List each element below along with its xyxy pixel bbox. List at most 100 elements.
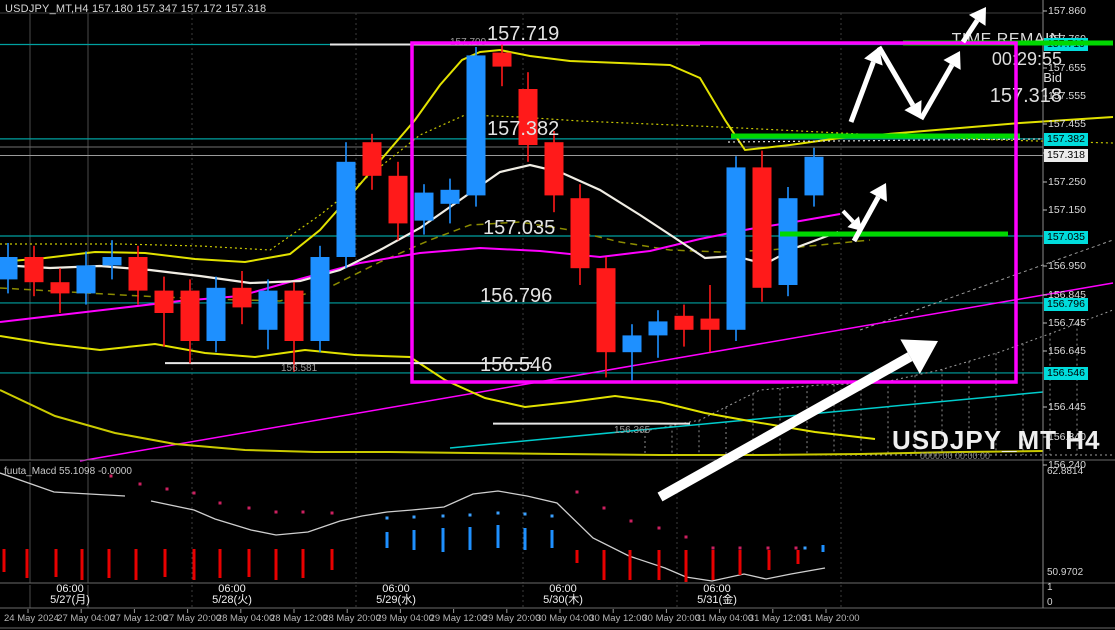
dotted-yellow-ma <box>0 114 1114 251</box>
axis-tick-label: 157.655 <box>1048 62 1086 74</box>
axis-tick-label: 157.150 <box>1048 204 1086 216</box>
candle-bear <box>154 290 174 313</box>
axis-tick-label: 156.340 <box>1048 431 1086 443</box>
time-axis-label: 27 May 04:00 <box>57 613 115 624</box>
axis-price-tag: 157.719 <box>1044 38 1088 51</box>
price-level-small-label: 156.581 <box>281 363 318 374</box>
candle-bear <box>674 315 694 330</box>
magenta-trendline <box>79 282 1114 462</box>
time-axis-label: 29 May 12:00 <box>429 613 488 624</box>
macd-dot-pink <box>330 511 334 515</box>
axis-tick-label: 157.355 <box>1048 147 1086 159</box>
white-arrow-head <box>869 183 887 202</box>
indicator-scale-max: 62.8814 <box>1047 466 1084 477</box>
candle-bull <box>726 167 746 330</box>
macd-dot-blue <box>441 514 445 518</box>
macd-line <box>0 472 126 497</box>
price-level-label: 157.382 <box>487 118 560 140</box>
candle-bull <box>206 287 226 341</box>
white-arrow-head <box>847 216 862 231</box>
macd-dot-pink <box>109 474 113 478</box>
time-axis-label: 28 May 20:00 <box>323 613 381 624</box>
macd-dot-blue <box>803 546 807 550</box>
axis-tick-label: 156.845 <box>1048 289 1086 301</box>
white-arrow <box>657 352 913 502</box>
time-remain-label: TIME REMAIN <box>951 31 1062 48</box>
axis-tick-label: 156.445 <box>1048 401 1086 413</box>
price-level-label: 157.719 <box>487 23 560 45</box>
candle-bear <box>570 198 590 269</box>
time-axis-label: 31 May 20:00 <box>802 613 860 624</box>
time-axis-label: 28 May 04:00 <box>216 613 275 624</box>
macd-dot-pink <box>247 506 251 510</box>
macd-dot-blue <box>496 511 500 515</box>
white-arrow <box>841 209 855 224</box>
macd-line <box>150 490 826 582</box>
axis-price-tag: 156.546 <box>1044 367 1088 380</box>
candle-bear <box>596 268 616 353</box>
candle-bear <box>128 257 148 291</box>
candle-bull <box>440 189 460 204</box>
macd-dot-blue <box>385 516 389 520</box>
macd-dot-pink <box>794 546 798 550</box>
axis-tick-label: 156.950 <box>1048 260 1086 272</box>
day-session-label: 06:00 5/30(木) <box>543 583 583 606</box>
white-arrow-head <box>943 51 961 70</box>
macd-dot-blue <box>523 512 527 516</box>
candle-bull <box>466 55 486 196</box>
macd-dot-pink <box>575 490 579 494</box>
day-session-label: 06:00 5/31(金) <box>697 583 737 606</box>
macd-dot-pink <box>766 546 770 550</box>
axis-tick-label: 156.745 <box>1048 317 1086 329</box>
white-arrow-head <box>864 47 883 66</box>
candle-bear <box>24 257 44 283</box>
subwindow-scale-max: 1 <box>1047 582 1053 593</box>
time-axis-label: 30 May 20:00 <box>642 613 700 624</box>
candle-bull <box>804 156 824 196</box>
cyan-trendline <box>449 391 1044 449</box>
macd-dot-blue <box>412 515 416 519</box>
axis-tick-label: 157.555 <box>1048 90 1086 102</box>
macd-dot-pink <box>138 482 142 486</box>
day-session-label: 06:00 5/29(水) <box>376 583 416 606</box>
axis-price-tag: 157.318 <box>1044 149 1088 162</box>
candle-bull <box>76 265 96 294</box>
magenta-ma <box>0 213 841 323</box>
axis-price-tag: 156.796 <box>1044 298 1088 311</box>
dotted-white-ma <box>727 138 1044 143</box>
candle-bear <box>544 142 564 196</box>
time-axis-label: 30 May 12:00 <box>589 613 647 624</box>
candle-bull <box>414 192 434 221</box>
macd-dot-pink <box>192 491 196 495</box>
macd-dot-pink <box>711 546 715 550</box>
time-axis-label: 29 May 20:00 <box>482 613 541 624</box>
white-arrow <box>960 18 980 44</box>
candles <box>0 44 824 383</box>
macd-dot-pink <box>629 519 633 523</box>
candle-bear <box>232 287 252 308</box>
axis-tick-label: 156.240 <box>1048 459 1086 471</box>
indicator-label: fuuta_Macd 55.1098 -0.0000 <box>4 466 132 477</box>
symbol-watermark: USDJPY_MT H4 <box>892 425 1101 455</box>
axis-tick-label: 157.760 <box>1048 33 1086 45</box>
macd-dot-blue <box>468 513 472 517</box>
white-arrow-head <box>904 100 922 119</box>
candle-bear <box>284 290 304 341</box>
price-level-small-label: 156.365 <box>614 425 651 436</box>
candle-countdown: 00:29:55 <box>991 49 1062 69</box>
candle-bull <box>622 335 642 353</box>
candle-bull <box>648 321 668 336</box>
white-arrow <box>918 63 955 121</box>
axis-price-tag: 157.035 <box>1044 231 1088 244</box>
bid-label: Bid <box>1043 70 1062 85</box>
candle-bull <box>258 290 278 330</box>
white-arrow <box>851 195 881 243</box>
chart-ohlc-title: USDJPY_MT,H4 157.180 157.347 157.172 157… <box>5 3 267 15</box>
macd-dot-pink <box>602 506 606 510</box>
price-level-label: 156.796 <box>480 285 553 307</box>
price-level-label: 157.035 <box>483 217 556 239</box>
info-panel: TIME REMAIN 00:29:55 Bid 157.318 <box>952 31 1062 108</box>
